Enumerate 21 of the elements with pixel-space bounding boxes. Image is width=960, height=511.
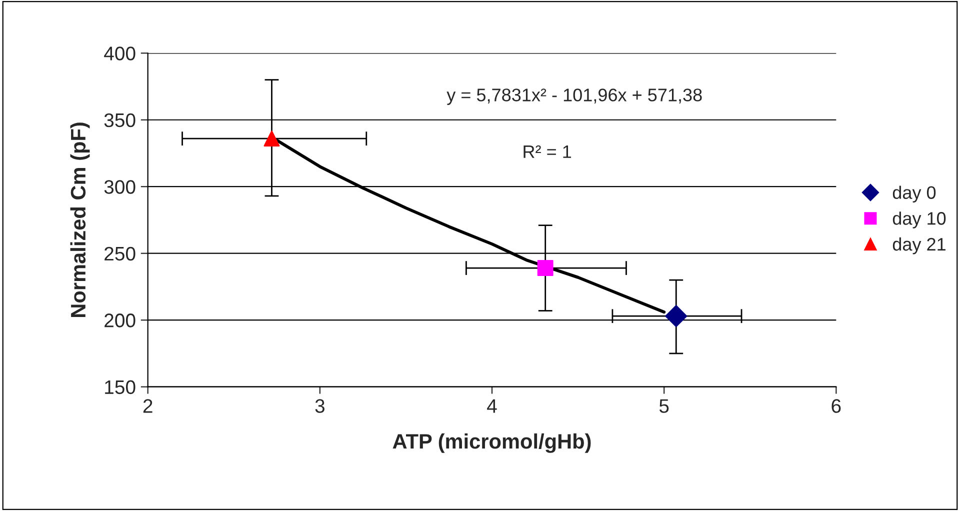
annotation: y = 5,7831x² - 101,96x + 571,38 [446,88,702,105]
y-tick-label: 400 [104,46,136,60]
y-tick-label: 150 [105,380,136,394]
y-tick-label: 300 [104,180,136,194]
legend-label: day 0 [892,186,936,203]
x-tick-label: 4 [487,399,497,413]
point [264,130,280,147]
y-tick-label: 350 [104,113,136,128]
x-tick-label: 3 [315,399,324,413]
annotation: R² = 1 [524,145,572,158]
x-axis-title: ATP (micromol/gHb) [392,433,591,453]
y-axis-title: Normalized Cm (pF) [70,122,90,317]
legend-label: day 10 [892,212,946,228]
point [665,305,688,328]
legend-label: day 21 [892,237,946,254]
point [537,260,554,276]
x-tick-label: 6 [832,399,841,413]
y-tick-label: 200 [104,314,136,328]
y-tick-label: 250 [104,246,136,261]
x-tick-label: 5 [659,399,669,413]
x-tick-label: 2 [143,399,152,413]
